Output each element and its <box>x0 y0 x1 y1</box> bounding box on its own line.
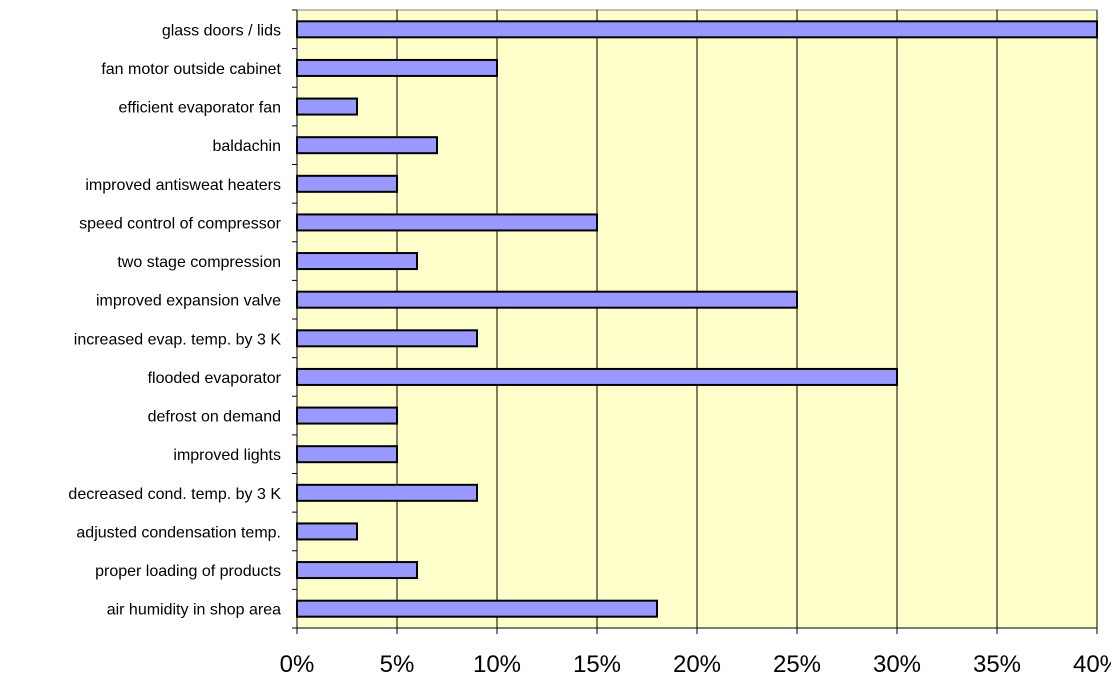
bar <box>296 483 478 502</box>
category-label: adjusted condensation temp. <box>76 524 281 541</box>
gridlines <box>396 10 1098 628</box>
x-tick-label: 40% <box>1073 651 1111 678</box>
x-tick-label: 35% <box>973 651 1021 678</box>
bar <box>296 252 418 271</box>
x-tick-label: 30% <box>873 651 921 678</box>
bar <box>296 58 498 77</box>
category-label: proper loading of products <box>95 563 281 580</box>
x-tick-label: 20% <box>673 651 721 678</box>
category-labels: glass doors / lids fan motor outside cabi… <box>68 22 281 618</box>
category-label: fan motor outside cabinet <box>101 61 281 78</box>
category-label: air humidity in shop area <box>107 602 281 619</box>
bar <box>296 136 438 155</box>
category-label: baldachin <box>213 138 282 155</box>
axes <box>292 9 1098 634</box>
bar <box>296 367 898 386</box>
bar <box>296 406 398 425</box>
category-label: decreased cond. temp. by 3 K <box>68 486 281 503</box>
x-tick-label: 10% <box>473 651 521 678</box>
bar <box>296 522 358 541</box>
bar <box>296 174 398 193</box>
category-label: improved antisweat heaters <box>85 177 281 194</box>
bar <box>296 290 798 309</box>
category-label: increased evap. temp. by 3 K <box>74 331 282 348</box>
bar <box>296 599 658 618</box>
category-label: two stage compression <box>117 254 281 271</box>
category-label: speed control of compressor <box>79 215 282 232</box>
category-label: efficient evaporator fan <box>119 100 281 117</box>
bar <box>296 445 398 464</box>
category-label: glass doors / lids <box>162 22 281 39</box>
x-tick-label: 0% <box>280 651 315 678</box>
x-tick-label: 25% <box>773 651 821 678</box>
x-tick-label: 5% <box>380 651 415 678</box>
x-tick-labels: 0% 5% 10% 15% 20% 25% 30% 35% 40% <box>280 651 1111 678</box>
category-label: improved expansion valve <box>96 293 281 310</box>
bar <box>296 213 598 232</box>
bars <box>296 20 1098 618</box>
bar <box>296 97 358 116</box>
x-tick-label: 15% <box>573 651 621 678</box>
bar <box>296 561 418 580</box>
category-label: improved lights <box>173 447 281 464</box>
category-label: flooded evaporator <box>148 370 282 387</box>
category-label: defrost on demand <box>148 409 281 426</box>
bar <box>296 329 478 348</box>
bar <box>296 20 1098 39</box>
